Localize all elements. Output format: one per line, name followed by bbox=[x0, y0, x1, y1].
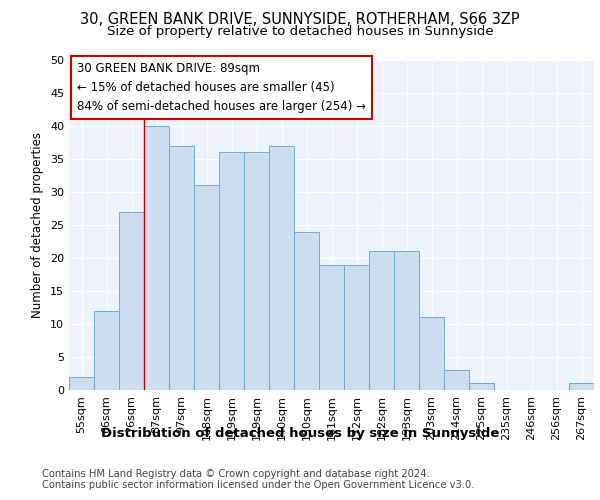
Text: Distribution of detached houses by size in Sunnyside: Distribution of detached houses by size … bbox=[101, 428, 499, 440]
Bar bbox=[94, 311, 119, 390]
Bar bbox=[419, 318, 444, 390]
Bar bbox=[169, 146, 194, 390]
Text: 30, GREEN BANK DRIVE, SUNNYSIDE, ROTHERHAM, S66 3ZP: 30, GREEN BANK DRIVE, SUNNYSIDE, ROTHERH… bbox=[80, 12, 520, 28]
Bar bbox=[244, 152, 269, 390]
Bar bbox=[344, 264, 369, 390]
Bar bbox=[294, 232, 319, 390]
Bar bbox=[394, 252, 419, 390]
Text: Contains public sector information licensed under the Open Government Licence v3: Contains public sector information licen… bbox=[42, 480, 475, 490]
Bar bbox=[144, 126, 169, 390]
Bar bbox=[469, 384, 494, 390]
Bar bbox=[444, 370, 469, 390]
Bar bbox=[269, 146, 294, 390]
Y-axis label: Number of detached properties: Number of detached properties bbox=[31, 132, 44, 318]
Bar bbox=[194, 186, 219, 390]
Bar bbox=[369, 252, 394, 390]
Text: 30 GREEN BANK DRIVE: 89sqm
← 15% of detached houses are smaller (45)
84% of semi: 30 GREEN BANK DRIVE: 89sqm ← 15% of deta… bbox=[77, 62, 366, 112]
Bar bbox=[219, 152, 244, 390]
Text: Contains HM Land Registry data © Crown copyright and database right 2024.: Contains HM Land Registry data © Crown c… bbox=[42, 469, 430, 479]
Bar bbox=[569, 384, 594, 390]
Bar bbox=[119, 212, 144, 390]
Text: Size of property relative to detached houses in Sunnyside: Size of property relative to detached ho… bbox=[107, 25, 493, 38]
Bar bbox=[69, 377, 94, 390]
Bar bbox=[319, 264, 344, 390]
